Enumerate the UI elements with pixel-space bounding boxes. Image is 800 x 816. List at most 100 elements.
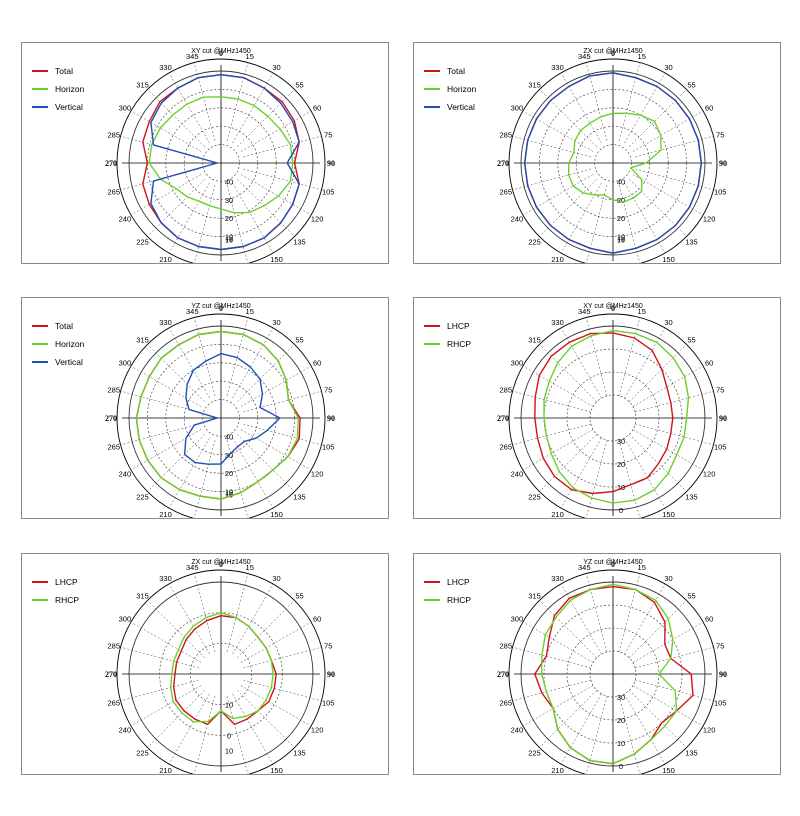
- grid-spoke: [635, 168, 714, 191]
- angle-tick-label: 330: [159, 574, 172, 583]
- angle-tick-label: 225: [136, 492, 149, 501]
- legend-label: Total: [55, 66, 73, 76]
- angle-tick-label: 135: [293, 492, 306, 501]
- grid-spoke: [168, 693, 210, 765]
- grid-spoke: [232, 182, 274, 254]
- grid-spoke: [618, 317, 641, 396]
- grid-spoke: [232, 583, 274, 655]
- angle-tick-label: 75: [716, 385, 724, 394]
- legend-label: Vertical: [55, 357, 83, 367]
- angle-tick-label: 300: [511, 615, 524, 624]
- grid-spoke: [243, 135, 322, 158]
- grid-spoke: [168, 437, 210, 509]
- grid-ring: [190, 643, 252, 705]
- grid-spoke: [618, 696, 641, 774]
- grid-spoke: [522, 621, 594, 663]
- angle-tick-label: 270: [105, 159, 117, 168]
- grid-spoke: [632, 174, 704, 216]
- grid-spoke: [232, 437, 274, 509]
- chart-panel-1: XY cut @MHz1450 0 15 30 55 60 75 90 105 120 135 150…: [21, 42, 389, 264]
- radial-tick-label: 10: [617, 739, 625, 748]
- grid-spoke: [240, 110, 312, 152]
- grid-spoke: [624, 182, 666, 254]
- grid-spoke: [522, 365, 594, 407]
- grid-spoke: [522, 174, 594, 216]
- angle-tick-label: 345: [578, 563, 591, 572]
- grid-spoke: [243, 679, 322, 702]
- grid-ring: [539, 89, 687, 237]
- angle-tick-label: 120: [703, 470, 716, 479]
- grid-spoke: [130, 621, 202, 663]
- angle-tick-label: 270: [497, 670, 509, 679]
- grid-spoke: [147, 690, 205, 748]
- grid-spoke: [130, 429, 202, 471]
- legend-label: Vertical: [447, 102, 475, 112]
- grid-spoke: [522, 110, 594, 152]
- grid-ring: [589, 650, 637, 698]
- angle-tick-label: 120: [311, 470, 324, 479]
- radial-tick-label: 0: [227, 731, 231, 740]
- angle-tick-label: 345: [186, 307, 199, 316]
- grid-spoke: [632, 110, 704, 152]
- legend-label: LHCP: [447, 321, 470, 331]
- angle-tick-label: 0: [611, 560, 615, 569]
- angle-tick-label: 210: [159, 766, 172, 774]
- angle-tick-label: 300: [119, 615, 132, 624]
- angle-tick-label: 270: [497, 159, 509, 168]
- chart-title: YZ cut @MHz1450: [583, 559, 642, 566]
- grid-spoke: [226, 696, 249, 774]
- legend-label: RHCP: [55, 595, 79, 605]
- angle-tick-label: 90: [327, 670, 335, 679]
- angle-tick-label: 225: [528, 237, 541, 246]
- angle-tick-label: 240: [511, 215, 524, 224]
- grid-spoke: [232, 327, 274, 399]
- grid-spoke: [193, 573, 216, 652]
- angle-tick-label: 30: [664, 63, 672, 72]
- outer-ring: [508, 313, 718, 518]
- grid-ring: [202, 144, 240, 182]
- angle-tick-label: 265: [108, 443, 121, 452]
- legend-label: Horizon: [55, 339, 85, 349]
- radial-tick-label: 10: [225, 233, 233, 242]
- radial-tick-label: 40: [225, 432, 233, 441]
- outer-ring: [116, 569, 326, 774]
- grid-spoke: [585, 440, 608, 518]
- angle-tick-label: 120: [703, 215, 716, 224]
- grid-spoke: [629, 89, 687, 147]
- angle-tick-label: 315: [528, 592, 541, 601]
- grid-spoke: [168, 583, 210, 655]
- angle-tick-label: 315: [528, 81, 541, 90]
- grid-spoke: [635, 135, 714, 158]
- angle-tick-label: 55: [295, 336, 303, 345]
- grid-spoke: [243, 168, 322, 191]
- grid-spoke: [120, 390, 199, 413]
- grid-spoke: [624, 72, 666, 144]
- grid-spoke: [635, 646, 714, 669]
- series-line-horizon: [148, 96, 294, 214]
- grid-ring: [557, 107, 669, 219]
- angle-tick-label: 210: [551, 510, 564, 518]
- chart-title: YZ cut @MHz1450: [191, 303, 250, 310]
- grid-spoke: [512, 390, 591, 413]
- angle-tick-label: 30: [272, 574, 280, 583]
- angle-tick-label: 90: [719, 159, 727, 168]
- angle-tick-label: 285: [500, 385, 513, 394]
- angle-tick-label: 330: [159, 318, 172, 327]
- angle-tick-label: 0: [219, 49, 223, 58]
- angle-tick-label: 120: [703, 726, 716, 735]
- grid-spoke: [560, 693, 602, 765]
- angle-tick-label: 0: [611, 304, 615, 313]
- grid-spoke: [237, 600, 295, 658]
- legend-label: LHCP: [55, 577, 78, 587]
- grid-spoke: [629, 434, 687, 492]
- grid-ring: [183, 125, 259, 201]
- angle-tick-label: 75: [324, 641, 332, 650]
- chart-title: XY cut @MHz1450: [583, 303, 643, 310]
- grid-spoke: [522, 685, 594, 727]
- grid-spoke: [130, 110, 202, 152]
- angle-tick-label: 135: [685, 237, 698, 246]
- angle-tick-label: 330: [551, 318, 564, 327]
- grid-ring: [566, 371, 660, 465]
